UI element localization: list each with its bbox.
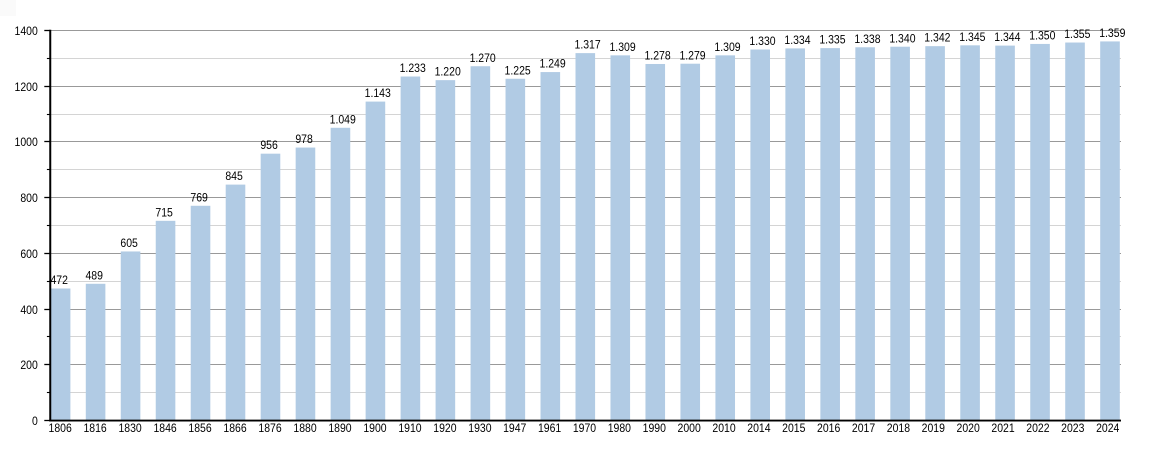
svg-text:1806: 1806	[49, 423, 72, 435]
svg-text:1.344: 1.344	[994, 32, 1021, 44]
svg-text:1970: 1970	[573, 423, 596, 435]
svg-text:1000: 1000	[15, 137, 38, 149]
svg-text:1846: 1846	[153, 423, 176, 435]
svg-text:1930: 1930	[468, 423, 491, 435]
svg-text:2016: 2016	[817, 423, 840, 435]
svg-text:2017: 2017	[852, 423, 875, 435]
svg-text:978: 978	[295, 134, 312, 146]
svg-text:1.233: 1.233	[400, 63, 426, 75]
svg-text:1.350: 1.350	[1029, 30, 1055, 42]
svg-text:600: 600	[20, 249, 37, 261]
svg-text:1.338: 1.338	[854, 34, 880, 46]
svg-text:1.334: 1.334	[784, 35, 811, 47]
svg-text:1400: 1400	[15, 26, 38, 38]
svg-text:2023: 2023	[1061, 423, 1084, 435]
svg-text:1.309: 1.309	[609, 42, 635, 54]
svg-text:1920: 1920	[433, 423, 456, 435]
svg-text:715: 715	[155, 207, 172, 219]
svg-text:1961: 1961	[538, 423, 561, 435]
svg-text:1856: 1856	[188, 423, 211, 435]
svg-text:472: 472	[50, 275, 67, 287]
svg-text:1.359: 1.359	[1099, 28, 1125, 40]
svg-text:0: 0	[32, 416, 38, 428]
svg-text:1.309: 1.309	[714, 42, 740, 54]
svg-text:1.225: 1.225	[505, 65, 531, 77]
svg-text:2018: 2018	[887, 423, 910, 435]
svg-text:1910: 1910	[398, 423, 421, 435]
svg-text:2022: 2022	[1026, 423, 1049, 435]
svg-text:2014: 2014	[747, 423, 771, 435]
svg-text:2010: 2010	[712, 423, 735, 435]
svg-text:489: 489	[85, 270, 102, 282]
svg-text:200: 200	[20, 360, 37, 372]
svg-text:1866: 1866	[223, 423, 246, 435]
svg-text:1.278: 1.278	[644, 51, 670, 63]
svg-text:2024: 2024	[1096, 423, 1120, 435]
svg-text:1.049: 1.049	[330, 114, 356, 126]
svg-text:1.355: 1.355	[1064, 29, 1090, 41]
svg-text:1.317: 1.317	[575, 40, 601, 52]
svg-text:1.143: 1.143	[365, 88, 391, 100]
svg-text:400: 400	[20, 305, 37, 317]
svg-text:2019: 2019	[922, 423, 945, 435]
svg-text:1980: 1980	[608, 423, 631, 435]
svg-text:1816: 1816	[83, 423, 106, 435]
svg-text:1.249: 1.249	[540, 59, 566, 71]
svg-text:956: 956	[260, 140, 277, 152]
svg-text:769: 769	[190, 192, 207, 204]
svg-text:605: 605	[120, 238, 137, 250]
svg-text:845: 845	[225, 171, 242, 183]
svg-text:1.342: 1.342	[924, 33, 950, 45]
svg-text:2000: 2000	[678, 423, 701, 435]
svg-text:1890: 1890	[328, 423, 351, 435]
svg-text:1200: 1200	[15, 82, 38, 94]
svg-text:1990: 1990	[643, 423, 666, 435]
svg-text:1900: 1900	[363, 423, 386, 435]
svg-text:1.220: 1.220	[435, 67, 461, 79]
svg-text:1.270: 1.270	[470, 53, 496, 65]
svg-text:1.335: 1.335	[819, 35, 845, 47]
svg-text:1880: 1880	[293, 423, 316, 435]
svg-text:1.340: 1.340	[889, 33, 915, 45]
svg-text:1.330: 1.330	[749, 36, 775, 48]
svg-text:1830: 1830	[118, 423, 141, 435]
svg-text:1947: 1947	[503, 423, 526, 435]
svg-text:1876: 1876	[258, 423, 281, 435]
svg-text:2015: 2015	[782, 423, 805, 435]
svg-text:1.345: 1.345	[959, 32, 985, 44]
svg-text:800: 800	[20, 193, 37, 205]
svg-text:2021: 2021	[991, 423, 1014, 435]
svg-text:1.279: 1.279	[679, 50, 705, 62]
svg-text:2020: 2020	[957, 423, 980, 435]
